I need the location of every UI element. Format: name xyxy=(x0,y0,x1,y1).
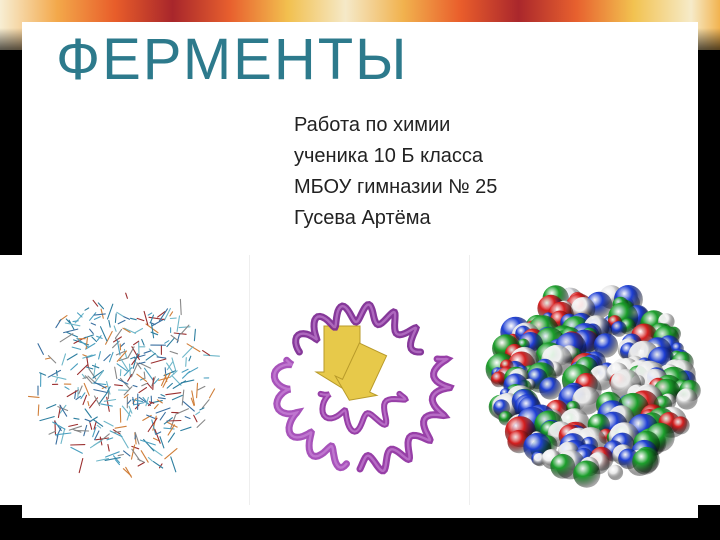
subtitle-line: Работа по химии xyxy=(294,110,497,141)
subtitle-line: Гусева Артёма xyxy=(294,203,497,234)
subtitle-line: ученика 10 Б класса xyxy=(294,141,497,172)
protein-images-row xyxy=(0,255,720,505)
slide-subtitle: Работа по химии ученика 10 Б класса МБОУ… xyxy=(294,110,497,234)
protein-surface-icon xyxy=(470,255,720,505)
subtitle-line: МБОУ гимназии № 25 xyxy=(294,172,497,203)
protein-wireframe-icon xyxy=(0,255,250,505)
protein-ribbon-icon xyxy=(250,255,470,505)
slide-title: ФЕРМЕНТЫ xyxy=(56,26,408,93)
